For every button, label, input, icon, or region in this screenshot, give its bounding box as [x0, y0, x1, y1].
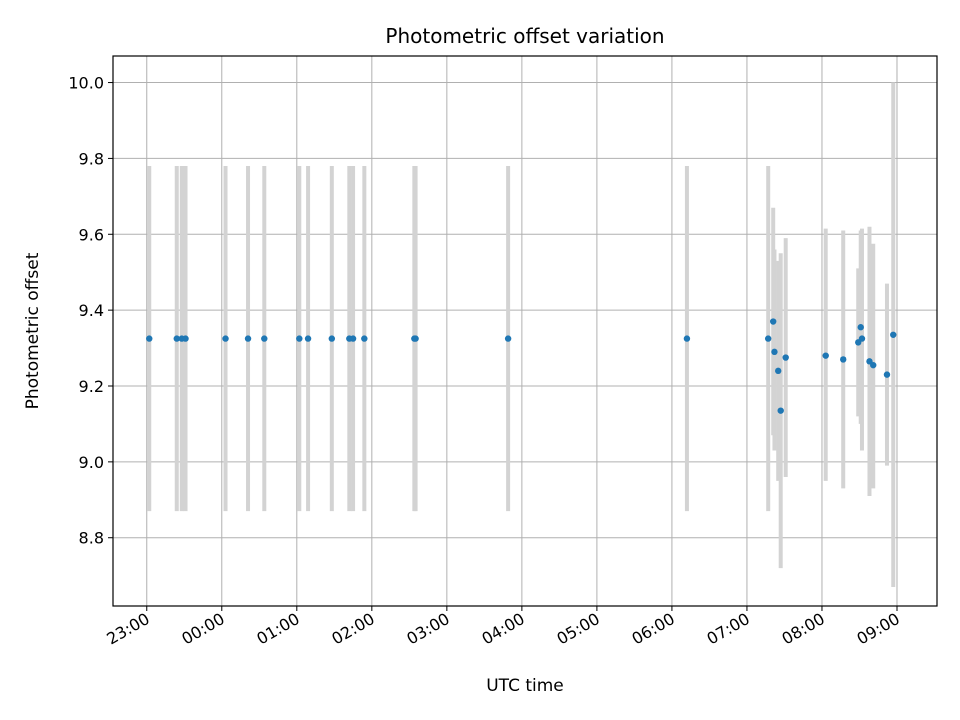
- data-point: [328, 335, 336, 342]
- data-point: [764, 335, 772, 342]
- data-point: [890, 331, 897, 338]
- y-tick-label: 9.2: [79, 377, 104, 396]
- data-point: [296, 335, 303, 342]
- data-point: [857, 324, 864, 331]
- data-point: [683, 335, 691, 342]
- data-point: [222, 335, 229, 342]
- data-point: [775, 367, 782, 375]
- y-tick-label: 9.0: [79, 453, 104, 472]
- y-tick-label: 10.0: [68, 74, 104, 93]
- y-axis-title: Photometric offset: [23, 252, 43, 409]
- y-tick-label: 8.8: [79, 529, 104, 548]
- data-point: [244, 335, 252, 342]
- data-point: [840, 356, 847, 363]
- marker-layer: [146, 318, 897, 414]
- data-point: [870, 361, 877, 369]
- data-point: [777, 407, 784, 414]
- data-point: [349, 335, 357, 342]
- plot-frame: [112, 55, 938, 607]
- data-point: [173, 335, 180, 342]
- data-point: [883, 371, 891, 378]
- x-axis-title: UTC time: [486, 676, 564, 696]
- grid-layer: [113, 56, 937, 606]
- data-point: [771, 348, 778, 356]
- y-tick-label: 9.8: [79, 149, 104, 168]
- data-point: [304, 335, 312, 342]
- y-tick-label: 9.4: [79, 301, 104, 320]
- data-point: [182, 335, 189, 342]
- data-point: [146, 335, 153, 342]
- data-point: [858, 335, 866, 342]
- y-tick-layer: 8.8 9.0 9.2 9.4 9.6 9.8 10.0: [68, 74, 113, 548]
- data-point: [504, 335, 512, 342]
- data-point: [412, 335, 419, 342]
- data-point: [822, 352, 829, 359]
- data-point: [361, 335, 368, 342]
- chart-title: Photometric offset variation: [385, 24, 664, 48]
- data-point: [261, 335, 268, 342]
- y-tick-label: 9.6: [79, 225, 104, 244]
- data-point: [770, 318, 777, 325]
- data-point: [782, 354, 789, 361]
